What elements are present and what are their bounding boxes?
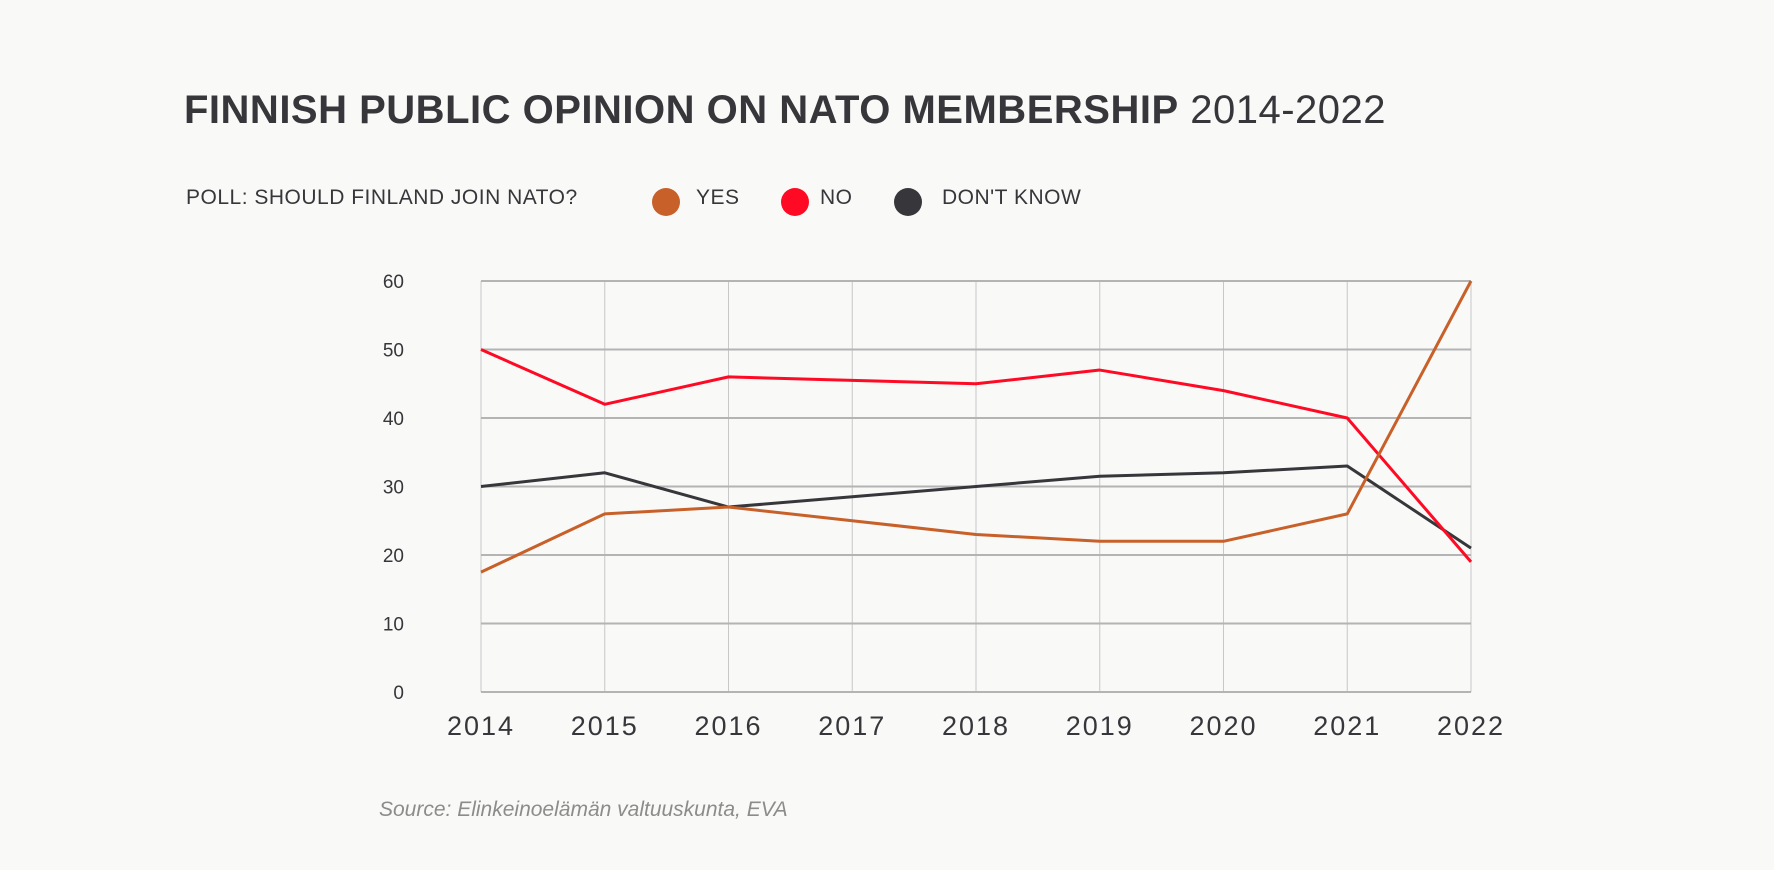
y-tick-label: 30 [383, 478, 404, 499]
legend-dont-know: DON'T KNOW [942, 186, 1082, 209]
series-line-yes [480, 280, 1473, 574]
source-note: Source: Elinkeinoelämän valtuuskunta, EV… [379, 798, 788, 821]
x-tick-label: 2021 [1313, 711, 1381, 741]
x-tick-label: 2017 [818, 711, 886, 741]
legend-label: POLL: SHOULD FINLAND JOIN NATO? [186, 186, 578, 209]
legend-yes-marker [652, 188, 680, 216]
x-tick-label: 2016 [694, 711, 762, 741]
title-main: FINNISH PUBLIC OPINION ON NATO MEMBERSHI… [184, 88, 1179, 132]
x-tick-label: 2019 [1066, 711, 1134, 741]
chart-title: FINNISH PUBLIC OPINION ON NATO MEMBERSHI… [184, 88, 1386, 133]
x-tick-label: 2015 [571, 711, 639, 741]
x-tick-label: 2018 [942, 711, 1010, 741]
series-line-no [480, 348, 1473, 563]
y-tick-label: 60 [383, 272, 404, 293]
y-tick-label: 50 [383, 341, 404, 362]
legend-no: NO [820, 186, 853, 209]
title-years: 2014-2022 [1190, 88, 1387, 132]
x-tick-label: 2014 [447, 711, 515, 741]
legend-no-marker [781, 188, 809, 216]
y-tick-label: 0 [393, 683, 404, 704]
x-tick-label: 2022 [1437, 711, 1505, 741]
x-tick-label: 2020 [1189, 711, 1257, 741]
legend-dont-know-marker [894, 188, 922, 216]
y-tick-label: 40 [383, 409, 404, 430]
legend-yes: YES [696, 186, 740, 209]
series-line-don-t-know [480, 464, 1472, 550]
y-tick-label: 10 [383, 615, 404, 636]
y-tick-label: 20 [383, 546, 404, 567]
